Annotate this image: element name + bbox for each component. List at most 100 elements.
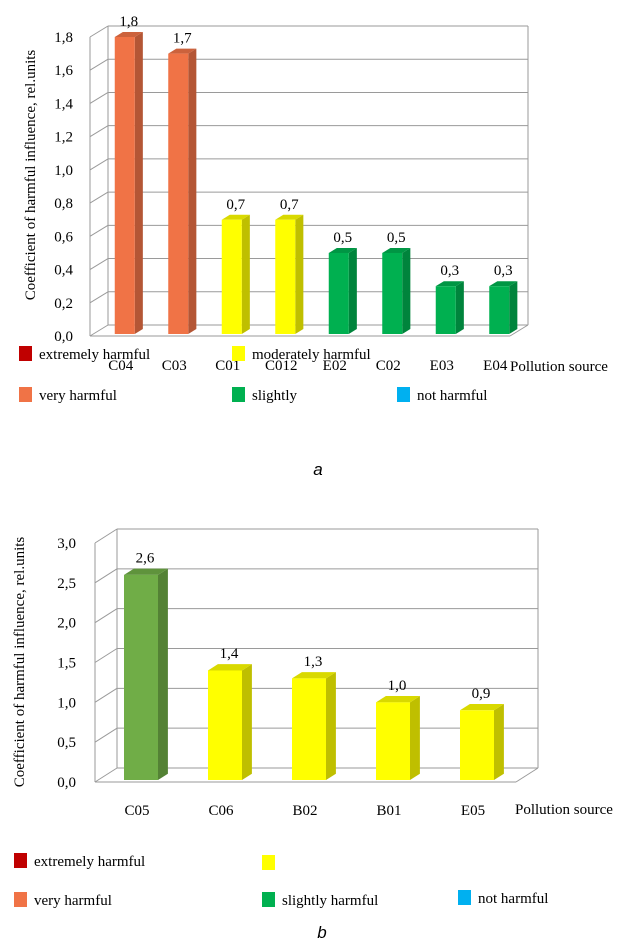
x-tick-label: E03 [430, 358, 454, 374]
legend-swatch [19, 346, 32, 361]
x-tick-label: C012 [265, 358, 298, 374]
gridline-diagonal [94, 767, 118, 783]
bar [124, 574, 158, 780]
bar [435, 286, 456, 334]
bar [168, 53, 189, 334]
legend-label: not harmful [478, 891, 548, 907]
legend-swatch [232, 346, 245, 361]
bar-top [292, 672, 336, 679]
legend-label: extremely harmful [34, 854, 145, 870]
bar [208, 670, 242, 780]
x-axis-title: Pollution source [510, 359, 608, 375]
x-tick-label: E02 [323, 358, 347, 374]
data-label: 1,4 [220, 646, 239, 662]
y-tick-label: 0,0 [57, 775, 76, 791]
data-label: 0,5 [387, 230, 406, 246]
data-label: 1,7 [173, 31, 192, 47]
bar-side [188, 48, 197, 335]
data-label: 0,3 [440, 263, 459, 279]
gridline-diagonal [89, 258, 109, 270]
y-tick-label: 3,0 [57, 536, 76, 552]
bar-side [134, 32, 143, 335]
floor-side-edge [509, 324, 529, 337]
x-axis-title: Pollution source [515, 802, 613, 818]
y-axis-title: Coefficient of harmful influence, rel.un… [23, 50, 39, 301]
y-tick-label: 0,5 [57, 735, 76, 751]
legend-swatch [262, 892, 275, 907]
bar-top [275, 214, 304, 220]
bar-side [402, 247, 411, 334]
bar-side [455, 281, 464, 334]
x-tick-label: C05 [124, 803, 149, 819]
bar-side [158, 568, 168, 780]
x-tick-label: E05 [461, 803, 485, 819]
panel-caption: a [313, 460, 322, 479]
data-label: 0,5 [333, 230, 352, 246]
y-tick-label: 2,5 [57, 576, 76, 592]
bar-top [489, 281, 518, 287]
legend-swatch [262, 855, 275, 870]
bar [114, 37, 135, 334]
gridline-diagonal [89, 224, 109, 237]
legend-label: slightly harmful [282, 893, 378, 909]
gridline-diagonal [94, 648, 118, 663]
bar [489, 286, 510, 334]
y-tick-label: 0,2 [54, 296, 73, 312]
bar-side [494, 704, 504, 780]
y-tick-label: 1,4 [54, 96, 73, 112]
data-label: 0,3 [494, 263, 513, 279]
x-tick-label: B01 [376, 803, 401, 819]
data-label: 2,6 [136, 551, 155, 567]
x-tick-label: C02 [376, 358, 401, 374]
x-tick-label: C04 [108, 358, 134, 374]
bar-side [326, 672, 336, 780]
bar-top [435, 281, 464, 287]
gridline-diagonal [94, 568, 118, 584]
bar [275, 219, 296, 334]
floor-side-edge [515, 767, 539, 783]
gridline-diagonal [94, 608, 118, 624]
y-tick-label: 0,6 [54, 229, 73, 245]
legend-swatch [458, 890, 471, 905]
gridline-diagonal [89, 291, 109, 304]
data-label: 1,0 [388, 678, 407, 694]
y-tick-label: 1,2 [54, 130, 73, 146]
bar-top [124, 568, 168, 575]
bar-side [241, 214, 250, 334]
bar [328, 252, 349, 334]
bar [292, 678, 326, 780]
data-label: 0,7 [226, 197, 245, 213]
bar-top [376, 696, 420, 703]
bar-top [208, 664, 252, 671]
y-tick-label: 0,4 [54, 263, 73, 279]
legend-swatch [397, 387, 410, 402]
legend-swatch [232, 387, 245, 402]
legend-label: not harmful [417, 388, 487, 404]
y-axis-title: Coefficient of harmful influence, rel.un… [12, 537, 28, 788]
bar-side [242, 664, 252, 780]
bar-top [168, 48, 197, 54]
bar-side [509, 281, 518, 334]
bar-side [410, 696, 420, 780]
data-label: 0,7 [280, 197, 299, 213]
gridline-diagonal [94, 687, 118, 703]
panel-caption: b [317, 923, 326, 942]
y-tick-label: 0,8 [54, 196, 73, 212]
y-tick-label: 1,8 [54, 30, 73, 46]
x-tick-label: C06 [208, 803, 234, 819]
gridline-diagonal [89, 92, 109, 104]
legend-label: very harmful [34, 893, 112, 909]
y-tick-label: 1,6 [54, 63, 73, 79]
y-tick-label: 1,5 [57, 656, 76, 672]
legend-label: very harmful [39, 388, 117, 404]
bar-top [221, 214, 250, 220]
data-label: 0,9 [472, 686, 491, 702]
legend-label: moderately harmful [252, 347, 371, 363]
bar [376, 702, 410, 780]
legend-swatch [14, 853, 27, 868]
gridline-diagonal [94, 528, 118, 544]
data-label: 1,8 [119, 14, 138, 30]
gridline-diagonal [94, 727, 118, 743]
y-tick-label: 1,0 [57, 695, 76, 711]
